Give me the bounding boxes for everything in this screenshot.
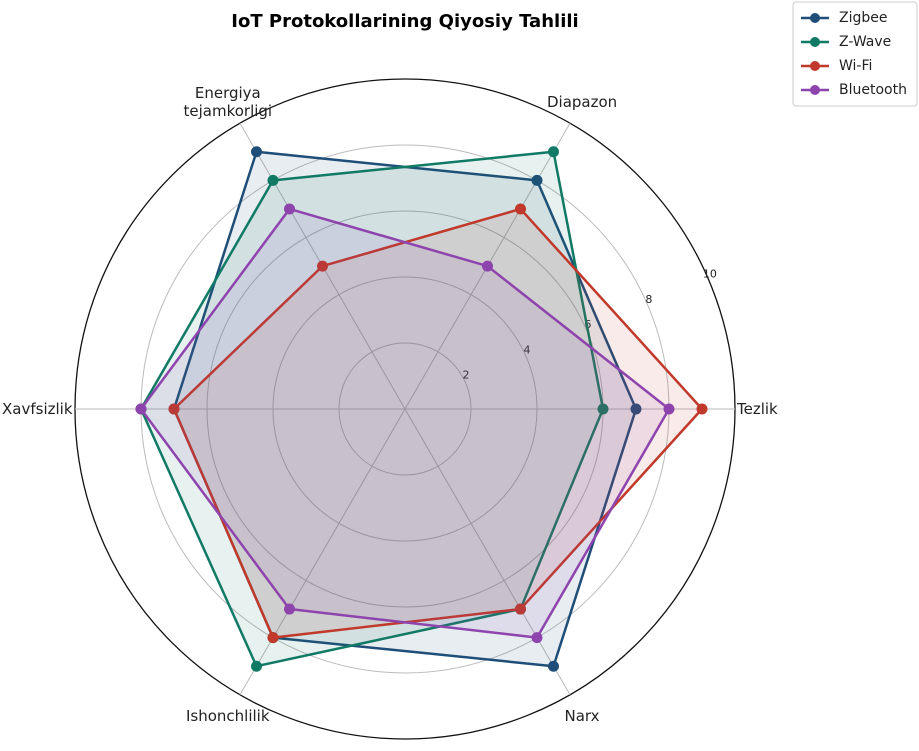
r-tick-label: 2 — [462, 369, 469, 382]
point — [630, 403, 642, 415]
chart-title: IoT Protokollarining Qiyosiy Tahlili — [231, 11, 578, 32]
category-label: Xavfsizlik — [2, 400, 73, 418]
point — [531, 632, 543, 644]
point — [267, 174, 279, 186]
legend-box — [792, 1, 918, 107]
point — [168, 403, 180, 415]
point — [284, 203, 295, 215]
point — [548, 146, 559, 158]
point — [548, 660, 559, 672]
point — [267, 632, 279, 644]
legend-marker — [810, 61, 820, 71]
legend-label: Z-Wave — [839, 34, 891, 50]
point — [515, 203, 526, 215]
legend-label: Zigbee — [839, 10, 887, 26]
r-tick-label: 4 — [523, 343, 530, 356]
category-label: Tezlik — [737, 400, 778, 418]
point — [135, 403, 147, 415]
point — [696, 403, 708, 415]
category-label: Narx — [564, 706, 600, 725]
legend-marker — [810, 85, 820, 95]
point — [531, 174, 543, 186]
point — [597, 403, 609, 415]
category-label: Ishonchlilik — [186, 706, 270, 725]
point — [663, 403, 675, 415]
point — [251, 660, 262, 672]
point — [251, 146, 262, 158]
point — [482, 260, 493, 272]
legend-marker — [810, 37, 820, 47]
point — [317, 260, 328, 272]
legend-label: Wi-Fi — [839, 58, 872, 74]
point — [284, 603, 295, 615]
category-label: Diapazon — [547, 93, 618, 112]
spoke — [404, 408, 571, 696]
r-tick-label: 8 — [645, 293, 652, 306]
category-label: Energiya tejamkorligi — [183, 84, 273, 121]
r-tick-label: 10 — [703, 268, 717, 281]
legend-label: Bluetooth — [839, 82, 907, 98]
point — [515, 603, 526, 615]
legend-marker — [810, 13, 820, 23]
spoke — [239, 408, 406, 696]
